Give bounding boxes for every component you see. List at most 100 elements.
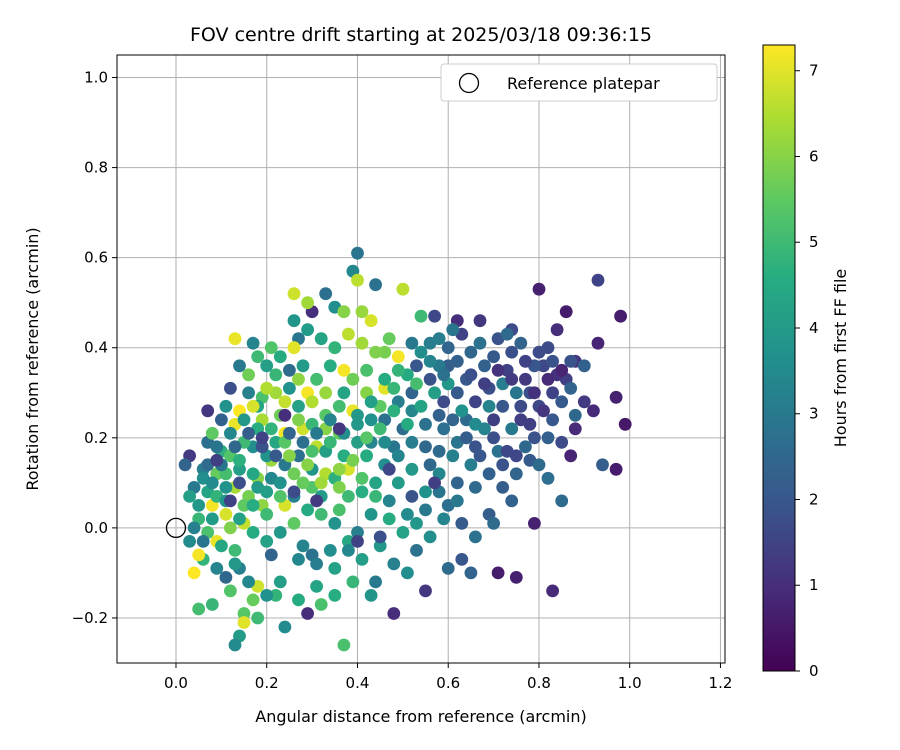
- data-point: [273, 575, 287, 589]
- data-point: [242, 386, 256, 400]
- data-point: [292, 413, 305, 427]
- data-point: [541, 372, 555, 386]
- data-point: [450, 386, 464, 400]
- data-point: [405, 336, 419, 350]
- data-point: [183, 490, 197, 503]
- legend-box: [440, 63, 718, 102]
- data-point: [328, 341, 342, 355]
- data-point: [428, 386, 441, 400]
- x-axis-label: Angular distance from reference (arcmin): [255, 707, 586, 726]
- data-point: [310, 426, 323, 440]
- data-point: [332, 399, 346, 413]
- data-point: [251, 611, 265, 625]
- data-point: [283, 363, 296, 377]
- data-point: [378, 381, 392, 395]
- plot-area: [117, 55, 725, 663]
- data-point: [432, 332, 446, 346]
- data-point: [437, 395, 451, 409]
- data-point: [342, 544, 355, 557]
- data-point: [360, 449, 373, 463]
- data-point: [287, 517, 301, 530]
- colorbar-tick-label: 4: [809, 319, 819, 337]
- data-point: [337, 363, 351, 377]
- data-point: [382, 494, 396, 508]
- data-point: [351, 535, 364, 548]
- x-tick-label: 1.2: [709, 674, 733, 692]
- data-point: [469, 395, 482, 409]
- data-point: [428, 309, 441, 323]
- data-point: [396, 526, 410, 539]
- data-point: [487, 350, 500, 364]
- data-point: [446, 323, 460, 337]
- data-point: [496, 481, 510, 494]
- data-point: [437, 512, 451, 526]
- data-point: [455, 553, 469, 566]
- data-point: [532, 282, 546, 296]
- data-point: [387, 404, 401, 418]
- data-point: [387, 557, 401, 571]
- data-point: [342, 535, 355, 548]
- data-point: [187, 521, 201, 535]
- data-point: [391, 363, 405, 377]
- colorbar-tick-label: 2: [809, 490, 819, 508]
- data-point: [378, 345, 392, 359]
- data-point: [205, 426, 219, 440]
- data-point: [491, 363, 505, 377]
- data-point: [482, 399, 496, 413]
- data-point: [332, 422, 346, 436]
- data-point: [205, 598, 219, 611]
- x-tick-label: 0.2: [255, 674, 279, 692]
- data-point: [260, 535, 274, 548]
- data-point: [228, 440, 242, 454]
- data-point: [260, 589, 274, 602]
- data-point: [255, 440, 269, 454]
- data-point: [269, 589, 283, 602]
- data-point: [228, 332, 242, 346]
- data-point: [564, 354, 578, 368]
- data-point: [187, 566, 201, 580]
- data-point: [233, 359, 246, 373]
- data-point: [373, 539, 387, 553]
- data-point: [246, 467, 260, 481]
- data-point: [237, 616, 251, 629]
- reference-marker-layer: [165, 517, 187, 539]
- data-point: [278, 620, 292, 634]
- data-point: [355, 485, 369, 499]
- data-point: [233, 476, 246, 490]
- data-point: [301, 323, 314, 337]
- data-point: [292, 449, 305, 463]
- data-point: [419, 503, 432, 517]
- data-point: [351, 417, 364, 431]
- data-point: [464, 458, 478, 472]
- y-tick-label: −0.2: [72, 609, 108, 627]
- data-point: [337, 638, 351, 652]
- data-point: [423, 458, 437, 472]
- data-point: [246, 526, 260, 539]
- data-point: [323, 359, 337, 373]
- data-point: [283, 381, 296, 395]
- data-point: [473, 336, 487, 350]
- data-point: [246, 336, 260, 350]
- data-point: [319, 386, 333, 400]
- data-point: [496, 458, 510, 472]
- data-point: [273, 350, 287, 364]
- data-point: [373, 422, 387, 436]
- data-point: [428, 476, 441, 490]
- data-point: [251, 350, 265, 364]
- data-point: [596, 458, 609, 472]
- data-point: [378, 372, 392, 386]
- data-point: [269, 449, 283, 463]
- data-point: [237, 413, 251, 427]
- data-point: [337, 386, 351, 400]
- data-point: [414, 399, 428, 413]
- data-point: [391, 476, 405, 490]
- data-point: [369, 476, 382, 490]
- data-point: [509, 571, 523, 584]
- data-point: [564, 381, 578, 395]
- data-point: [391, 449, 405, 463]
- data-point: [491, 444, 505, 458]
- data-point: [441, 562, 455, 575]
- data-point: [369, 575, 382, 589]
- data-point: [224, 494, 237, 508]
